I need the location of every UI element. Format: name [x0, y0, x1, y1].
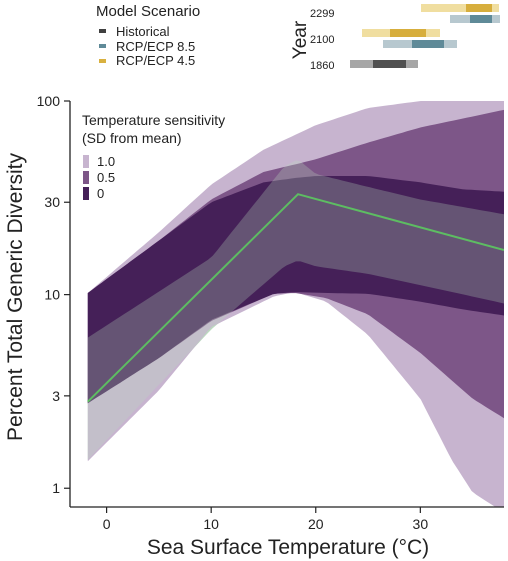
- legend-swatch-1-0: [83, 155, 89, 168]
- scenario-label-rcp85: RCP/ECP 8.5: [116, 39, 195, 54]
- x-tick-label-30: 30: [413, 516, 429, 532]
- axes: [69, 101, 504, 508]
- fitted-line: [87, 193, 504, 403]
- y-tick-label-3: 3: [52, 388, 60, 404]
- scenario-swatch-rcp45: [99, 59, 106, 63]
- year-panel: Year 2299 2100 1860: [290, 4, 500, 72]
- bar-2100-rcp45-core: [390, 29, 426, 37]
- bar-2299-rcp85-core: [470, 15, 492, 23]
- legend-title-line2: (SD from mean): [82, 130, 182, 146]
- y-tick-label-30: 30: [44, 194, 60, 210]
- year-label-1860: 1860: [310, 60, 334, 72]
- scenario-label-historical: Historical: [116, 24, 170, 39]
- legend-label-1-0: 1.0: [97, 154, 115, 169]
- year-label-2100: 2100: [310, 34, 334, 46]
- bar-2299-rcp45: [421, 4, 499, 12]
- x-tick-label-10: 10: [203, 516, 219, 532]
- sensitivity-legend: Temperature sensitivity (SD from mean) 1…: [82, 112, 225, 201]
- scenario-legend-title: Model Scenario: [96, 3, 200, 20]
- y-tick-label-1: 1: [52, 480, 60, 496]
- y-tick-label-100: 100: [37, 93, 61, 109]
- legend-swatch-0-5: [83, 171, 89, 184]
- legend-title-line1: Temperature sensitivity: [82, 112, 225, 128]
- historical-overlay: [87, 160, 504, 460]
- scenario-swatch-rcp85: [99, 44, 106, 48]
- legend-swatch-0: [83, 187, 89, 200]
- axis-ticks: 0 10 20 30 1 3 10 30 100: [37, 93, 429, 532]
- legend-label-0-5: 0.5: [97, 170, 115, 185]
- year-label-2299: 2299: [310, 8, 334, 20]
- x-axis-title: Sea Surface Temperature (°C): [147, 536, 429, 559]
- band-sensitivity-0: [87, 176, 504, 404]
- scenario-swatch-historical: [99, 29, 106, 33]
- scenario-label-rcp45: RCP/ECP 4.5: [116, 53, 195, 68]
- x-tick-label-0: 0: [103, 516, 111, 532]
- year-axis-label: Year: [290, 20, 311, 59]
- bar-2100-rcp85-core: [412, 40, 444, 48]
- plot-area: [87, 101, 504, 507]
- y-axis-title: Percent Total Generic Diversity: [4, 153, 27, 441]
- y-tick-label-10: 10: [44, 287, 60, 303]
- scenario-legend: Model Scenario Historical RCP/ECP 8.5 RC…: [96, 3, 200, 68]
- bar-1860-historical-core: [373, 60, 406, 68]
- bar-2299-rcp45-core: [466, 4, 492, 12]
- legend-label-0: 0: [97, 186, 104, 201]
- x-tick-label-20: 20: [308, 516, 324, 532]
